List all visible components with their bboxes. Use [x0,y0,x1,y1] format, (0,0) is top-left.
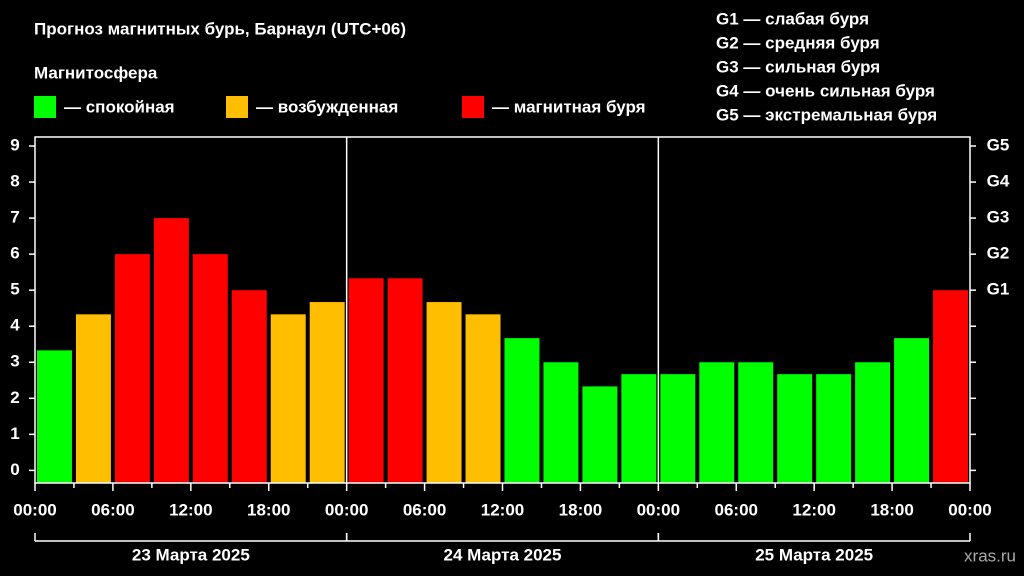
g-scale-label: G5 — экстремальная буря [716,105,937,124]
legend-swatch [462,96,484,118]
y-tick-label: 1 [10,424,19,443]
y-tick-label: 9 [10,135,19,154]
y2-tick-label: G1 [987,280,1010,299]
x-tick-label: 18:00 [247,500,290,519]
g-scale-label: G1 — слабая буря [716,9,869,28]
bar [387,278,423,483]
x-tick-label: 00:00 [637,500,680,519]
bar [855,362,891,483]
g-scale-label: G3 — сильная буря [716,57,880,76]
bar [504,338,540,483]
day-label: 23 Марта 2025 [132,545,250,564]
legend-title: Магнитосфера [34,63,158,82]
bar [699,362,735,483]
y-tick-label: 4 [10,316,20,335]
bar [192,254,228,483]
x-tick-label: 00:00 [948,500,991,519]
x-tick-label: 06:00 [91,500,134,519]
watermark: xras.ru [964,546,1016,565]
bar [348,278,384,483]
y-tick-label: 2 [10,388,19,407]
bar [37,350,72,483]
y-tick-label: 0 [10,460,19,479]
bar [777,374,813,483]
x-tick-label: 18:00 [870,500,913,519]
chart-title: Прогноз магнитных бурь, Барнаул (UTC+06) [34,19,406,38]
y-tick-label: 5 [10,280,19,299]
legend-label: — магнитная буря [492,97,646,116]
bar [933,290,968,483]
y2-tick-label: G4 [987,172,1010,191]
legend-swatch [226,96,248,118]
bar [738,362,774,483]
y-tick-label: 3 [10,352,19,371]
bar [543,362,579,483]
bar [582,386,618,483]
x-tick-label: 00:00 [13,500,56,519]
bar [75,314,111,483]
x-tick-label: 18:00 [559,500,602,519]
y2-tick-label: G3 [987,208,1010,227]
bar [816,374,852,483]
y-tick-label: 7 [10,208,19,227]
g-scale-label: G4 — очень сильная буря [716,81,935,100]
bar [894,338,930,483]
bar [465,314,501,483]
x-tick-label: 06:00 [403,500,446,519]
legend-label: — возбужденная [256,97,398,116]
y2-tick-label: G2 [987,244,1010,263]
x-tick-label: 00:00 [325,500,368,519]
legend-swatch [34,96,56,118]
day-label: 25 Марта 2025 [755,545,873,564]
bar [153,218,189,483]
x-tick-label: 06:00 [715,500,758,519]
y-tick-label: 6 [10,244,19,263]
x-tick-label: 12:00 [481,500,524,519]
x-tick-label: 12:00 [792,500,835,519]
bar [231,290,267,483]
legend-label: — спокойная [64,97,175,116]
bar [660,374,696,483]
g-scale-label: G2 — средняя буря [716,33,880,52]
bar [309,302,345,483]
bar [621,374,657,483]
x-tick-label: 12:00 [169,500,212,519]
bar [270,314,306,483]
bar [114,254,150,483]
bar [426,302,462,483]
y-tick-label: 8 [10,172,19,191]
day-label: 24 Марта 2025 [444,545,562,564]
y2-tick-label: G5 [987,135,1010,154]
